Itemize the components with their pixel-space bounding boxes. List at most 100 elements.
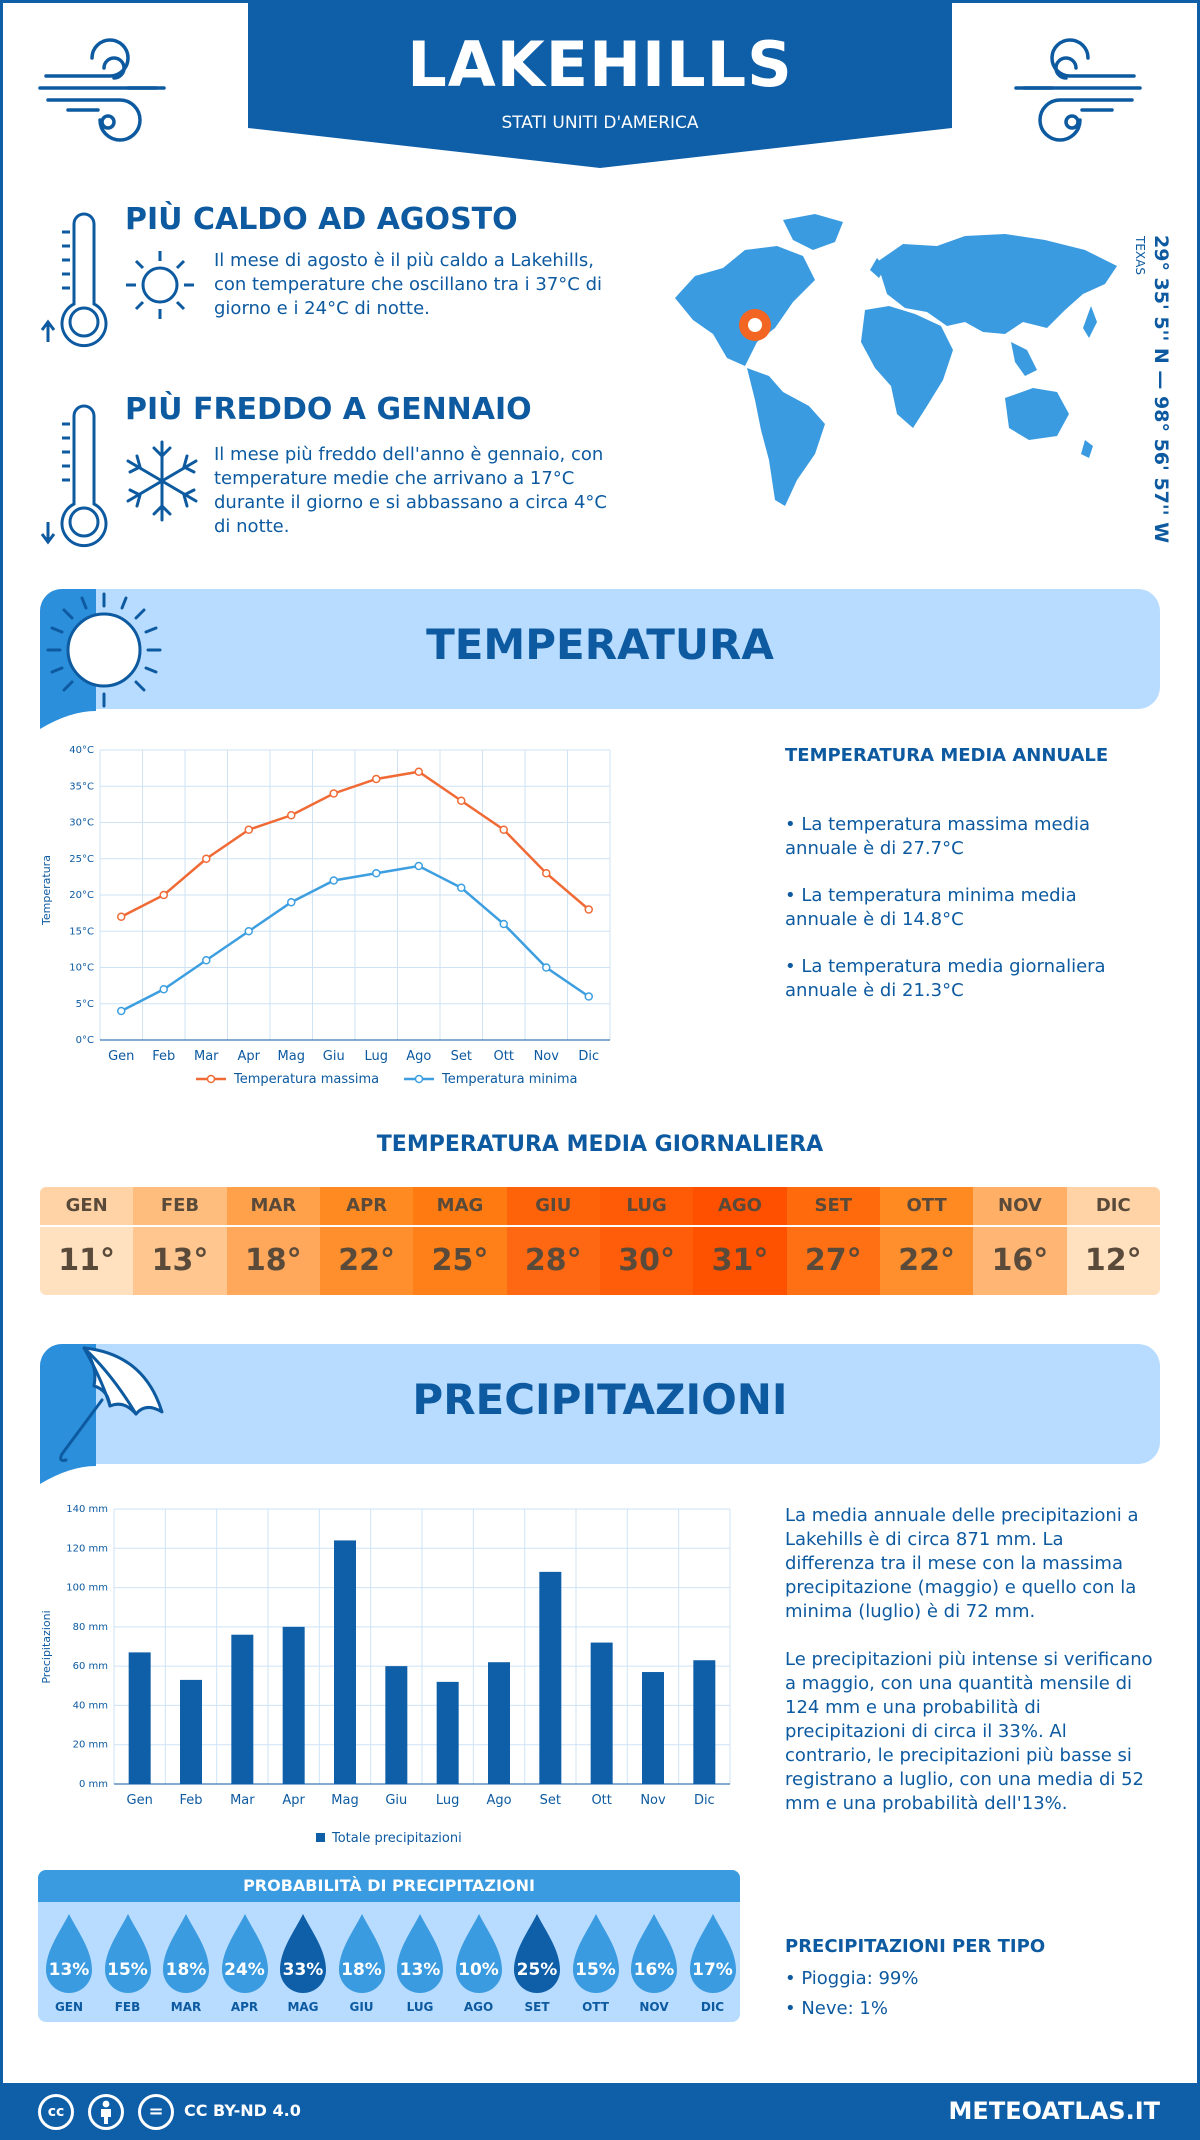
temperature-title: TEMPERATURA (426, 620, 774, 669)
cc-icon: cc (38, 2094, 74, 2130)
legend-marker (206, 1074, 216, 1084)
x-tick-label: Nov (640, 1793, 666, 1808)
probability-value: 15% (107, 1960, 148, 1980)
series-line-max (120, 770, 590, 918)
header-banner (248, 0, 952, 168)
y-tick-label: 40 mm (73, 1700, 108, 1711)
data-point (457, 883, 466, 892)
raindrop-icon (455, 1914, 502, 1993)
data-point (202, 854, 211, 863)
precip-bar (282, 1626, 305, 1784)
x-tick-label: Ago (486, 1793, 511, 1808)
daily-month-label: APR (319, 1187, 414, 1225)
data-point (329, 789, 338, 798)
daily-temp-value: 30° (599, 1227, 694, 1295)
wind-icon (38, 38, 166, 142)
probability-month: OTT (582, 2000, 609, 2014)
sun-icon (46, 592, 162, 708)
data-point (414, 861, 423, 871)
probability-value: 13% (48, 1960, 90, 1980)
precipitation-detail: Le precipitazioni più intense si verific… (785, 1649, 1153, 1814)
x-tick-label: Gen (127, 1793, 153, 1808)
daily-temp-cell: FEB 13° (133, 1187, 227, 1295)
daily-month-label: OTT (879, 1187, 974, 1225)
probability-month: DIC (700, 2000, 725, 2014)
daily-temp-cell: MAG 25° (413, 1187, 507, 1295)
cell-divider (226, 1225, 320, 1227)
data-point (414, 767, 423, 776)
daily-temp-value: 12° (1066, 1227, 1160, 1295)
no-derivatives-icon: = (138, 2094, 174, 2130)
daily-temp-cell: APR 22° (319, 1187, 414, 1295)
precipitation-banner (40, 1344, 1160, 1464)
y-tick-label: 15°C (69, 926, 94, 937)
probability-month: FEB (114, 2000, 141, 2014)
daily-temp-value: 28° (506, 1227, 600, 1295)
probability-drop: 18% GIU (333, 1912, 391, 2022)
probability-month: APR (230, 2000, 259, 2014)
attribution-person-icon (88, 2094, 124, 2130)
precip-bar (334, 1540, 356, 1784)
cell-divider (506, 1225, 600, 1227)
data-point (202, 956, 211, 965)
daily-temp-cell: MAR 18° (226, 1187, 320, 1295)
daily-temp-value: 11° (40, 1227, 134, 1295)
site-link[interactable]: METEOATLAS.IT (948, 2097, 1160, 2125)
y-tick-label: 10°C (69, 963, 94, 974)
daily-temp-value: 27° (786, 1227, 880, 1295)
daily-temp-value: 31° (693, 1227, 787, 1295)
probability-drop: 15% FEB (99, 1912, 157, 2022)
probability-value: 17% (692, 1960, 733, 1980)
thermometer-hot-icon (40, 212, 108, 348)
x-tick-label: Dic (578, 1049, 599, 1064)
daily-temp-cell: GIU 28° (506, 1187, 600, 1295)
data-point (244, 927, 253, 936)
probability-drop: 18% MAR (157, 1912, 215, 2022)
cell-divider (133, 1225, 227, 1227)
data-point (372, 869, 381, 878)
x-tick-label: Giu (323, 1049, 345, 1064)
annual-mean-stat: • La temperatura media giornaliera annua… (785, 956, 1106, 1001)
daily-temp-value: 18° (226, 1227, 320, 1295)
x-tick-label: Set (451, 1049, 472, 1064)
cell-divider (786, 1225, 880, 1227)
raindrop-icon (631, 1914, 677, 1993)
data-point (372, 774, 381, 784)
precip-bar (642, 1672, 664, 1784)
probability-drop: 17% DIC (684, 1912, 741, 2022)
sun-icon (126, 251, 194, 319)
data-point (457, 796, 466, 805)
y-tick-label: 100 mm (66, 1583, 108, 1594)
probability-drop: 13% LUG (391, 1912, 449, 2022)
x-tick-label: Gen (108, 1049, 134, 1064)
y-tick-label: 60 mm (73, 1661, 108, 1672)
x-tick-label: Mar (230, 1793, 255, 1808)
temperature-axis-label: Temperatura (40, 855, 53, 926)
data-point (159, 985, 168, 994)
precip-type-title: PRECIPITAZIONI PER TIPO (785, 1936, 1046, 1957)
probability-drop: 15% OTT (567, 1912, 625, 2022)
y-tick-label: 80 mm (73, 1622, 108, 1633)
precip-bar (128, 1652, 151, 1784)
x-tick-label: Set (540, 1793, 561, 1808)
raindrop-icon (397, 1914, 443, 1993)
precip-bar (436, 1681, 459, 1784)
x-tick-label: Mar (194, 1049, 219, 1064)
y-tick-label: 25°C (69, 854, 94, 865)
daily-temp-cell: GEN 11° (40, 1187, 134, 1295)
raindrop-icon (104, 1914, 151, 1993)
probability-value: 16% (633, 1960, 675, 1980)
raindrop-icon (514, 1914, 560, 1993)
raindrop-icon (689, 1914, 736, 1993)
wind-icon (1014, 38, 1142, 142)
x-tick-label: Lug (364, 1049, 388, 1064)
precip-bar (488, 1662, 510, 1784)
y-tick-label: 0 mm (79, 1779, 108, 1790)
raindrop-icon (280, 1914, 326, 1993)
probability-drop: 25% SET (508, 1912, 566, 2022)
world-map (675, 214, 1117, 506)
probability-month: MAG (287, 2000, 319, 2014)
hottest-text: Il mese di agosto è il più caldo a Lakeh… (214, 250, 603, 319)
probability-value: 13% (399, 1960, 441, 1980)
probability-month: GIU (349, 2000, 374, 2014)
